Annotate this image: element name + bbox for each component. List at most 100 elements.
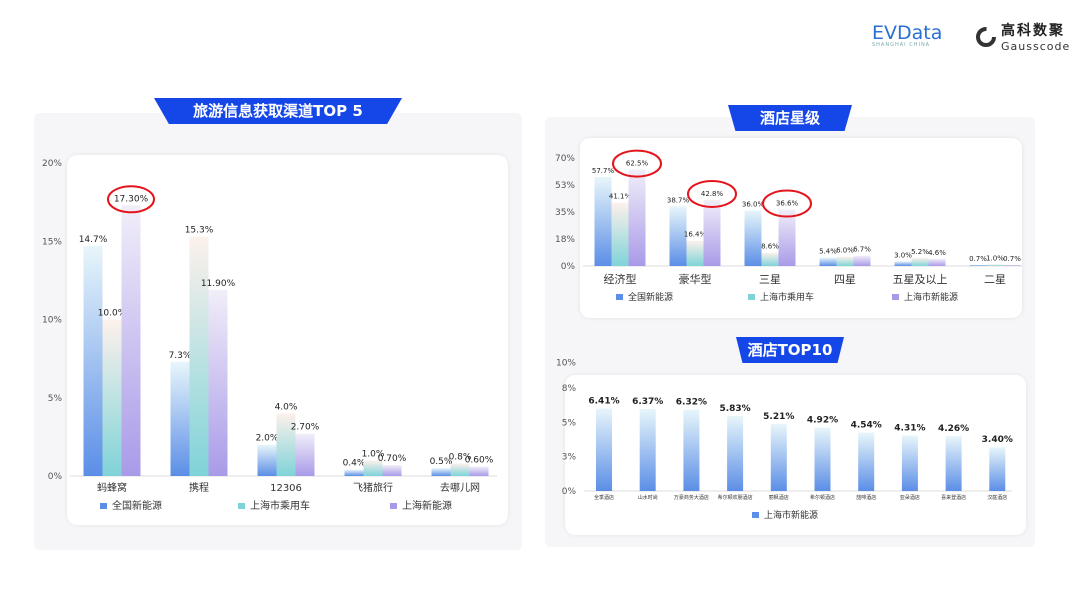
- bar: [853, 255, 871, 266]
- data-label: 5.21%: [763, 412, 794, 422]
- bar: [276, 413, 296, 476]
- category-label: 12306: [270, 483, 302, 494]
- bar: [761, 252, 779, 266]
- bar: [189, 236, 209, 476]
- data-label: 4.0%: [275, 402, 298, 412]
- bar: [901, 435, 918, 491]
- bar: [911, 257, 929, 266]
- data-label: 57.7%: [592, 167, 615, 175]
- data-label: 3.0%: [894, 251, 912, 259]
- bar: [102, 319, 122, 476]
- data-label: 6.37%: [632, 397, 663, 407]
- gausscode-mark-icon: [976, 26, 996, 47]
- category-label: 万豪商务大酒店: [674, 494, 709, 501]
- category-label: 丽枫酒店: [769, 494, 789, 501]
- top10-title: 酒店TOP10: [736, 337, 844, 363]
- legend-label: 全国新能源: [628, 291, 673, 303]
- data-label: 41.1%: [609, 193, 632, 201]
- data-label: 4.31%: [894, 424, 925, 434]
- data-label: 1.0%: [362, 449, 385, 459]
- legend-label: 全国新能源: [112, 499, 162, 512]
- data-label: 8.6%: [761, 243, 779, 251]
- category-label: 亚朵酒店: [900, 494, 920, 501]
- bar: [257, 444, 277, 476]
- y-tick-label: 20%: [42, 159, 62, 169]
- bar: [469, 466, 489, 476]
- evdata-logo: EVData SHANGHAI CHINA: [872, 22, 943, 48]
- legend-swatch: [616, 294, 623, 300]
- data-label: 0.60%: [465, 456, 494, 466]
- highlight-circle: [762, 189, 812, 218]
- data-label: 4.6%: [928, 249, 946, 257]
- y-tick-label: 5%: [562, 418, 577, 428]
- bar: [363, 460, 383, 476]
- category-label: 经济型: [604, 272, 637, 286]
- bar: [770, 423, 787, 491]
- y-tick-label: 53%: [555, 181, 575, 191]
- y-tick-label: 0%: [48, 472, 63, 482]
- bar: [989, 447, 1006, 491]
- bar: [669, 206, 687, 266]
- data-label: 36.0%: [742, 200, 765, 208]
- data-label: 0.5%: [430, 457, 453, 467]
- bar: [894, 261, 912, 266]
- data-label: 2.0%: [256, 434, 279, 444]
- data-label: 0.4%: [343, 459, 366, 469]
- bar: [295, 433, 315, 476]
- data-label: 4.26%: [938, 424, 969, 434]
- data-label: 6.7%: [853, 246, 871, 254]
- bar: [611, 202, 629, 266]
- bar: [858, 432, 875, 491]
- category-label: 去哪儿网: [440, 482, 480, 494]
- legend-swatch: [390, 503, 397, 509]
- bar: [344, 469, 364, 476]
- bar: [683, 409, 700, 491]
- data-label: 3.40%: [982, 435, 1013, 445]
- data-label: 6.0%: [836, 247, 854, 255]
- data-label: 36.6%: [776, 200, 799, 208]
- bar: [628, 169, 646, 266]
- data-label: 10.0%: [98, 309, 127, 319]
- data-label: 42.8%: [701, 190, 724, 198]
- data-label: 0.7%: [1003, 255, 1021, 263]
- category-label: 山水时尚: [638, 494, 658, 501]
- data-label: 7.3%: [169, 351, 192, 361]
- bar: [686, 240, 704, 266]
- bar: [208, 289, 228, 476]
- category-label: 三星: [759, 273, 781, 286]
- category-label: 喆啡酒店: [856, 494, 876, 501]
- data-label: 5.83%: [719, 404, 750, 414]
- category-label: 蚂蜂窝: [97, 481, 127, 494]
- data-label: 5.2%: [911, 248, 929, 256]
- bar: [744, 210, 762, 266]
- highlight-circle: [107, 185, 155, 214]
- category-label: 二星: [984, 273, 1006, 286]
- bar: [1003, 264, 1021, 266]
- category-label: 豪华型: [679, 272, 712, 286]
- category-label: 喜来登酒店: [941, 494, 966, 501]
- y-tick-label: 18%: [555, 235, 575, 245]
- y-tick-label: 3%: [562, 453, 577, 463]
- bar: [83, 245, 103, 476]
- y-tick-label: 10%: [556, 358, 576, 368]
- bar: [814, 427, 831, 491]
- bar: [836, 256, 854, 266]
- y-tick-label: 5%: [48, 394, 63, 404]
- bar: [928, 258, 946, 266]
- y-tick-label: 70%: [555, 154, 575, 164]
- bar: [727, 415, 744, 491]
- data-label: 5.4%: [819, 248, 837, 256]
- category-label: 五星及以上: [893, 273, 948, 286]
- legend-label: 上海市新能源: [904, 291, 958, 303]
- gausscode-logo: 高科数聚 Gausscode: [975, 20, 1070, 53]
- bar: [986, 264, 1004, 266]
- data-label: 16.4%: [684, 231, 707, 239]
- category-label: 希尔顿酒店: [810, 494, 835, 501]
- star-card: [580, 138, 1022, 318]
- y-tick-label: 0%: [562, 487, 577, 497]
- bar: [431, 468, 451, 476]
- data-label: 17.30%: [114, 194, 149, 204]
- bar: [778, 209, 796, 266]
- y-tick-label: 15%: [42, 237, 62, 247]
- bar: [703, 199, 721, 266]
